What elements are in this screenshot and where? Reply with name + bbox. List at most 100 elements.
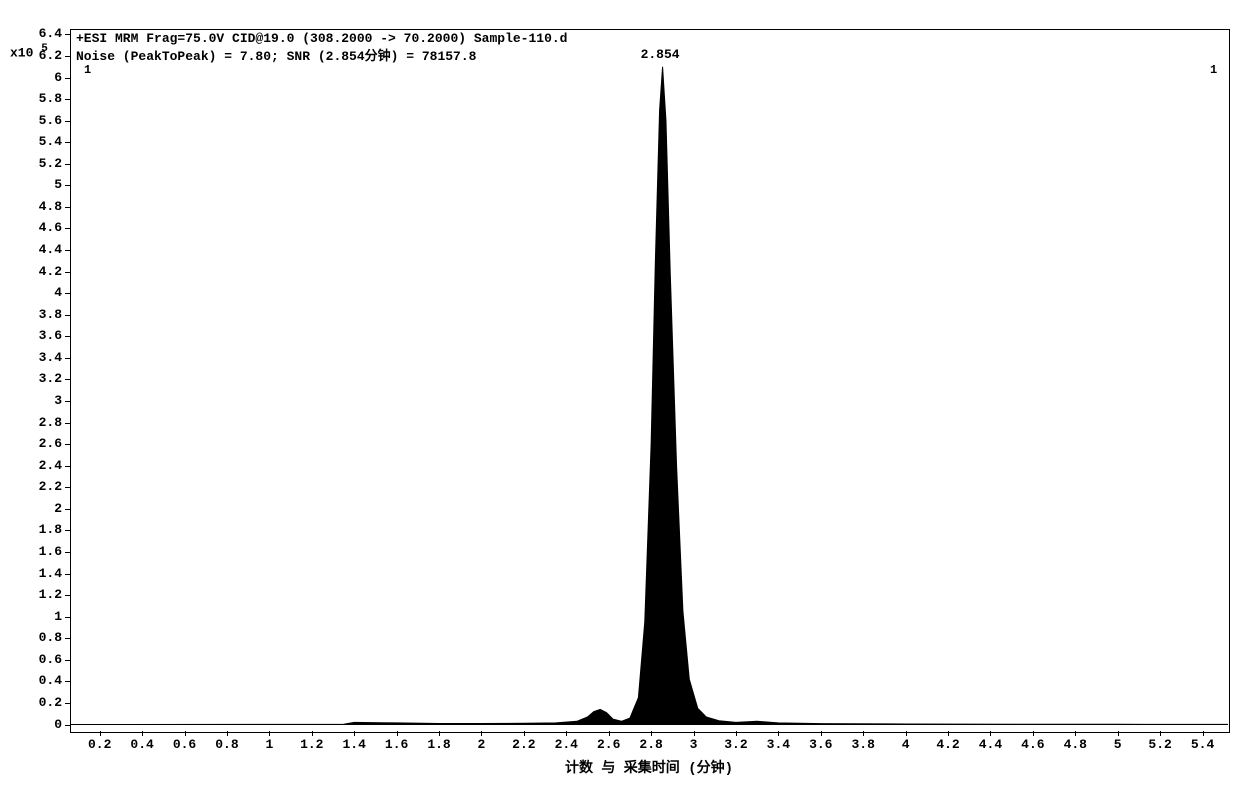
x-tick-mark [821,731,822,736]
x-tick-label: 1.6 [379,737,415,752]
y-tick-mark [65,617,70,618]
y-tick-label: 3 [30,393,62,408]
y-tick-mark [65,552,70,553]
y-tick-label: 3.6 [30,328,62,343]
y-tick-mark [65,725,70,726]
x-tick-label: 5.2 [1142,737,1178,752]
x-tick-label: 4.2 [930,737,966,752]
chromatogram-trace [0,0,1240,792]
x-tick-mark [100,731,101,736]
y-tick-mark [65,423,70,424]
x-tick-label: 5.4 [1185,737,1221,752]
y-tick-mark [65,379,70,380]
x-tick-mark [1160,731,1161,736]
y-tick-mark [65,336,70,337]
y-tick-mark [65,660,70,661]
y-tick-mark [65,56,70,57]
x-tick-mark [736,731,737,736]
y-tick-label: 4.4 [30,242,62,257]
y-tick-mark [65,487,70,488]
y-tick-label: 0 [30,717,62,732]
x-tick-mark [906,731,907,736]
x-tick-mark [185,731,186,736]
y-tick-mark [65,99,70,100]
y-tick-label: 1.6 [30,544,62,559]
x-tick-mark [863,731,864,736]
x-tick-label: 4 [888,737,924,752]
x-tick-label: 0.2 [82,737,118,752]
x-tick-label: 0.8 [209,737,245,752]
y-tick-label: 5 [30,177,62,192]
y-tick-mark [65,703,70,704]
x-tick-label: 0.4 [124,737,160,752]
y-tick-mark [65,358,70,359]
x-tick-label: 4.4 [972,737,1008,752]
y-tick-mark [65,142,70,143]
y-tick-mark [65,34,70,35]
y-tick-label: 0.2 [30,695,62,710]
y-tick-label: 6.2 [30,48,62,63]
x-tick-mark [1118,731,1119,736]
x-tick-label: 5 [1100,737,1136,752]
y-tick-label: 5.2 [30,156,62,171]
y-tick-label: 5.8 [30,91,62,106]
y-tick-label: 4.2 [30,264,62,279]
y-tick-mark [65,315,70,316]
y-tick-mark [65,530,70,531]
y-tick-mark [65,164,70,165]
x-tick-label: 2.2 [506,737,542,752]
y-tick-label: 6.4 [30,26,62,41]
x-tick-mark [1033,731,1034,736]
y-tick-label: 0.6 [30,652,62,667]
x-tick-label: 3.6 [803,737,839,752]
y-tick-mark [65,293,70,294]
x-tick-label: 1.8 [421,737,457,752]
y-tick-label: 2.6 [30,436,62,451]
x-tick-mark [609,731,610,736]
y-tick-label: 0.8 [30,630,62,645]
y-tick-mark [65,681,70,682]
x-tick-label: 0.6 [167,737,203,752]
x-tick-label: 2.6 [591,737,627,752]
y-tick-label: 5.6 [30,113,62,128]
x-tick-mark [694,731,695,736]
chart-container: x10 5 +ESI MRM Frag=75.0V CID@19.0 (308.… [0,0,1240,792]
x-tick-mark [312,731,313,736]
y-tick-mark [65,250,70,251]
y-tick-mark [65,401,70,402]
x-tick-mark [354,731,355,736]
x-tick-label: 2.4 [548,737,584,752]
y-tick-mark [65,638,70,639]
x-tick-label: 3.4 [760,737,796,752]
x-tick-label: 1.4 [336,737,372,752]
y-tick-mark [65,228,70,229]
x-tick-mark [778,731,779,736]
x-tick-mark [524,731,525,736]
y-tick-label: 0.4 [30,673,62,688]
x-tick-label: 2 [463,737,499,752]
y-tick-label: 2.2 [30,479,62,494]
y-tick-mark [65,574,70,575]
x-tick-label: 1 [251,737,287,752]
x-tick-label: 2.8 [633,737,669,752]
y-tick-mark [65,595,70,596]
x-tick-mark [269,731,270,736]
y-tick-label: 4.8 [30,199,62,214]
y-tick-label: 5.4 [30,134,62,149]
x-tick-label: 4.8 [1057,737,1093,752]
x-tick-mark [397,731,398,736]
y-tick-mark [65,272,70,273]
y-tick-label: 1.8 [30,522,62,537]
y-tick-label: 1 [30,609,62,624]
x-tick-mark [651,731,652,736]
y-tick-mark [65,78,70,79]
y-tick-label: 2 [30,501,62,516]
x-axis-title: 计数 与 采集时间 (分钟) [529,757,769,777]
x-tick-label: 3.2 [718,737,754,752]
y-tick-mark [65,207,70,208]
y-tick-label: 3.8 [30,307,62,322]
x-tick-label: 4.6 [1015,737,1051,752]
y-tick-label: 4 [30,285,62,300]
peak-fill [70,67,1228,725]
x-tick-mark [1075,731,1076,736]
